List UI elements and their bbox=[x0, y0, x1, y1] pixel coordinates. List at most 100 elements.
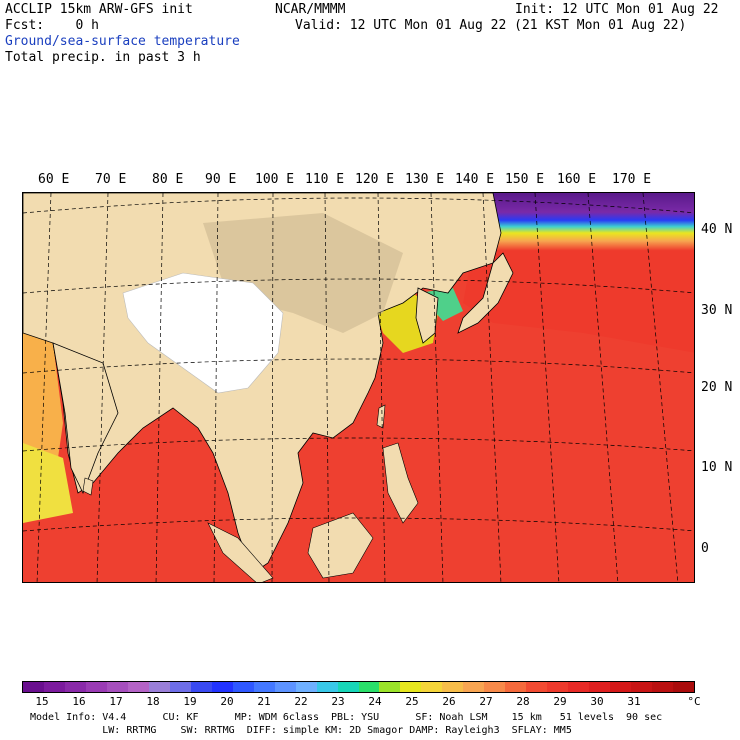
colorbar-swatch bbox=[379, 682, 401, 692]
borneo bbox=[307, 512, 374, 579]
india bbox=[52, 342, 119, 495]
colorbar-tick: 18 bbox=[146, 695, 160, 708]
colorbar-tick: 22 bbox=[294, 695, 308, 708]
colorbar-swatch bbox=[547, 682, 569, 692]
model-info-line2: LW: RRTMG SW: RRTMG DIFF: simple KM: 2D … bbox=[30, 725, 572, 736]
colorbar-tick: 20 bbox=[220, 695, 234, 708]
colorbar-unit: °C bbox=[687, 695, 701, 708]
colorbar-swatch bbox=[652, 682, 674, 692]
colorbar-tick: 24 bbox=[368, 695, 382, 708]
model-info-line1: Model Info: V4.4 CU: KF MP: WDM 6class P… bbox=[30, 712, 663, 723]
lon-label: 150 E bbox=[505, 172, 545, 187]
lon-label: 90 E bbox=[205, 172, 237, 187]
colorbar-swatch bbox=[190, 682, 212, 692]
lat-line-20n bbox=[23, 358, 694, 374]
tibetan-plateau bbox=[122, 272, 284, 394]
lat-label: 0 bbox=[701, 541, 709, 556]
colorbar-swatch bbox=[232, 682, 254, 692]
field-title-precip: Total precip. in past 3 h bbox=[5, 50, 201, 65]
institution-label: NCAR/MMMM bbox=[275, 2, 346, 17]
lat-line-40n bbox=[23, 197, 694, 214]
lat-line-0 bbox=[23, 517, 694, 532]
colorbar-swatch bbox=[295, 682, 317, 692]
colorbar-swatch bbox=[400, 682, 422, 692]
korea bbox=[415, 287, 439, 344]
sst-map bbox=[22, 192, 695, 583]
colorbar-swatch bbox=[64, 682, 86, 692]
colorbar-swatch bbox=[568, 682, 590, 692]
init-time: Init: 12 UTC Mon 01 Aug 22 bbox=[515, 2, 719, 17]
sri-lanka bbox=[82, 477, 94, 496]
lon-label: 100 E bbox=[255, 172, 295, 187]
lat-label: 30 N bbox=[701, 303, 733, 318]
colorbar-swatch bbox=[253, 682, 275, 692]
colorbar-swatch bbox=[106, 682, 128, 692]
colorbar-swatch bbox=[673, 682, 694, 692]
lon-line bbox=[155, 193, 164, 582]
colorbar-tick: 21 bbox=[257, 695, 271, 708]
lon-line bbox=[213, 193, 219, 582]
colorbar-swatch bbox=[127, 682, 149, 692]
colorbar-swatch bbox=[316, 682, 338, 692]
lon-line bbox=[377, 193, 386, 582]
lon-line bbox=[36, 193, 52, 582]
colorbar-swatch bbox=[358, 682, 380, 692]
lon-line bbox=[324, 193, 330, 582]
colorbar-swatch bbox=[610, 682, 632, 692]
colorbar-swatch bbox=[337, 682, 359, 692]
lon-line bbox=[96, 193, 109, 582]
north-pacific-band bbox=[463, 193, 694, 353]
graticule bbox=[23, 193, 694, 582]
colorbar bbox=[22, 681, 695, 693]
lon-label: 160 E bbox=[557, 172, 597, 187]
lon-label: 80 E bbox=[152, 172, 184, 187]
lon-label: 110 E bbox=[305, 172, 345, 187]
colorbar-tick: 27 bbox=[479, 695, 493, 708]
japan bbox=[457, 252, 514, 334]
lon-label: 120 E bbox=[355, 172, 395, 187]
lat-label: 20 N bbox=[701, 380, 733, 395]
arabian-sea-yellow bbox=[23, 443, 73, 523]
colorbar-tick: 31 bbox=[627, 695, 641, 708]
model-title: ACCLIP 15km ARW-GFS init bbox=[5, 2, 193, 17]
lon-line bbox=[482, 193, 502, 582]
colorbar-swatch bbox=[442, 682, 464, 692]
colorbar-swatch bbox=[85, 682, 107, 692]
colorbar-swatch bbox=[211, 682, 233, 692]
lon-label: 140 E bbox=[455, 172, 495, 187]
colorbar-swatch bbox=[484, 682, 506, 692]
lon-line bbox=[271, 193, 274, 582]
lat-label: 40 N bbox=[701, 222, 733, 237]
colorbar-swatch bbox=[631, 682, 653, 692]
colorbar-tick: 15 bbox=[35, 695, 49, 708]
map-canvas bbox=[23, 193, 694, 582]
colorbar-swatch bbox=[274, 682, 296, 692]
lon-label: 130 E bbox=[405, 172, 445, 187]
lon-label: 170 E bbox=[612, 172, 652, 187]
colorbar-tick: 25 bbox=[405, 695, 419, 708]
taiwan bbox=[376, 404, 386, 429]
colorbar-tick: 17 bbox=[109, 695, 123, 708]
colorbar-swatch bbox=[148, 682, 170, 692]
lon-line bbox=[430, 193, 444, 582]
colorbar-tick: 23 bbox=[331, 695, 345, 708]
colorbar-swatch bbox=[43, 682, 65, 692]
colorbar-swatch bbox=[23, 682, 44, 692]
colorbar-swatch bbox=[463, 682, 485, 692]
sumatra bbox=[207, 522, 274, 582]
lon-line bbox=[642, 193, 679, 582]
lat-line-10n bbox=[23, 437, 694, 452]
lon-label: 70 E bbox=[95, 172, 127, 187]
lon-line bbox=[587, 193, 619, 582]
colorbar-tick: 19 bbox=[183, 695, 197, 708]
colorbar-swatch bbox=[589, 682, 611, 692]
lon-label: 60 E bbox=[38, 172, 70, 187]
lat-label: 10 N bbox=[701, 460, 733, 475]
colorbar-tick: 28 bbox=[516, 695, 530, 708]
colorbar-tick: 16 bbox=[72, 695, 86, 708]
colorbar-swatch bbox=[505, 682, 527, 692]
colorbar-swatch bbox=[421, 682, 443, 692]
colorbar-swatch bbox=[526, 682, 548, 692]
colorbar-tick: 26 bbox=[442, 695, 456, 708]
field-title-temperature: Ground/sea-surface temperature bbox=[5, 34, 240, 49]
